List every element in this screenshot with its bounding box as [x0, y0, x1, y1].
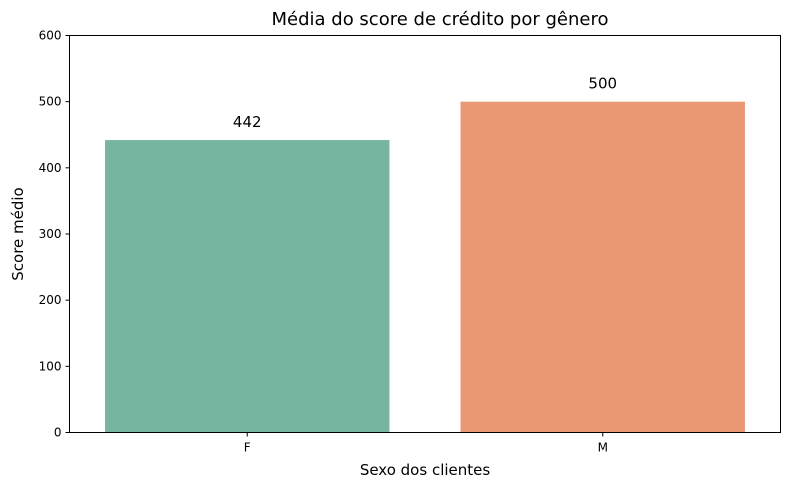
y-tick-label: 400: [39, 161, 62, 175]
plot-frame: [69, 35, 781, 433]
y-tick-label: 600: [39, 29, 62, 43]
chart-title: Média do score de crédito por gênero: [271, 9, 608, 30]
data-label-M: 500: [588, 75, 617, 93]
data-label-F: 442: [233, 113, 262, 131]
x-axis-label: Sexo dos clientes: [360, 461, 491, 479]
bar-M: [460, 101, 745, 433]
y-tick-label: 500: [39, 95, 62, 109]
x-tick-label-M: M: [598, 441, 608, 455]
bar-F: [105, 140, 390, 433]
y-tick-label: 100: [39, 359, 62, 373]
y-tick-label: 200: [39, 293, 62, 307]
y-axis-label: Score médio: [9, 187, 27, 281]
x-tick-label-F: F: [244, 441, 251, 455]
y-tick-label: 0: [54, 426, 62, 440]
y-tick-label: 300: [39, 227, 62, 241]
